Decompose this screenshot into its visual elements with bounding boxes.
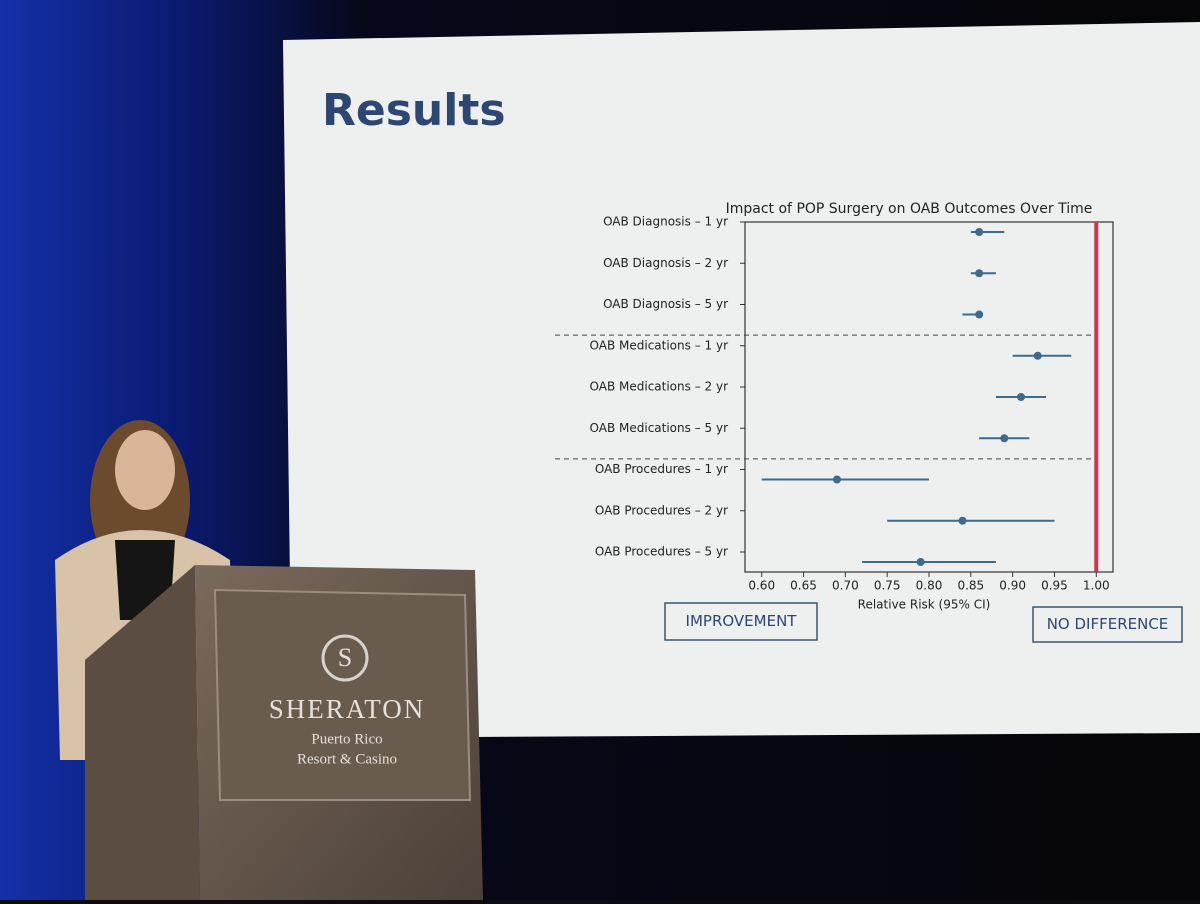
podium-logo: S <box>338 643 352 672</box>
y-tick-label: OAB Procedures – 5 yr <box>595 545 728 559</box>
x-tick-label: 0.80 <box>916 579 943 593</box>
chart-title: Impact of POP Surgery on OAB Outcomes Ov… <box>726 201 1093 217</box>
x-tick-label: 1.00 <box>1083 579 1110 593</box>
point-estimate <box>975 310 984 319</box>
x-axis-label: Relative Risk (95% CI) <box>858 598 991 612</box>
slide-title: Results <box>322 85 506 136</box>
annotation: IMPROVEMENT <box>686 612 798 630</box>
x-tick-label: 0.85 <box>957 579 984 593</box>
y-tick-label: OAB Procedures – 1 yr <box>595 462 728 476</box>
podium-brand: SHERATON <box>269 694 426 724</box>
point-estimate <box>1017 393 1025 401</box>
podium-lines: Puerto Rico Resort & Casino <box>297 731 397 767</box>
annotation-box <box>1032 606 1183 643</box>
y-tick-label: OAB Medications – 1 yr <box>590 338 729 352</box>
x-tick-label: 0.70 <box>832 579 859 593</box>
point-estimate <box>833 475 841 484</box>
x-tick-label: 0.95 <box>1041 579 1068 593</box>
podium <box>85 565 483 900</box>
y-tick-label: OAB Diagnosis – 5 yr <box>603 297 728 311</box>
point-estimate <box>1000 434 1009 443</box>
point-estimate <box>916 558 925 566</box>
y-tick-label: OAB Procedures – 2 yr <box>595 503 728 517</box>
annotation-box <box>664 602 818 641</box>
x-tick-label: 0.90 <box>999 579 1026 593</box>
x-tick-label: 0.65 <box>790 579 817 593</box>
point-estimate <box>1033 351 1042 360</box>
x-tick-label: 0.60 <box>748 579 775 593</box>
y-tick-label: OAB Diagnosis – 1 yr <box>603 215 728 229</box>
chart: Impact of POP Surgery on OAB Outcomes Ov… <box>555 201 1183 643</box>
podium-text: Puerto Rico <box>311 731 382 747</box>
annotation: NO DIFFERENCE <box>1047 615 1169 633</box>
y-tick-label: OAB Medications – 5 yr <box>590 421 729 435</box>
point-estimate <box>975 269 984 278</box>
podium-text: Resort & Casino <box>297 751 397 767</box>
y-tick-label: OAB Diagnosis – 2 yr <box>603 256 728 270</box>
y-tick-label: OAB Medications – 2 yr <box>590 380 729 394</box>
point-estimate <box>958 516 967 525</box>
point-estimate <box>975 228 984 236</box>
slide <box>283 22 1200 738</box>
x-tick-label: 0.75 <box>874 579 901 593</box>
